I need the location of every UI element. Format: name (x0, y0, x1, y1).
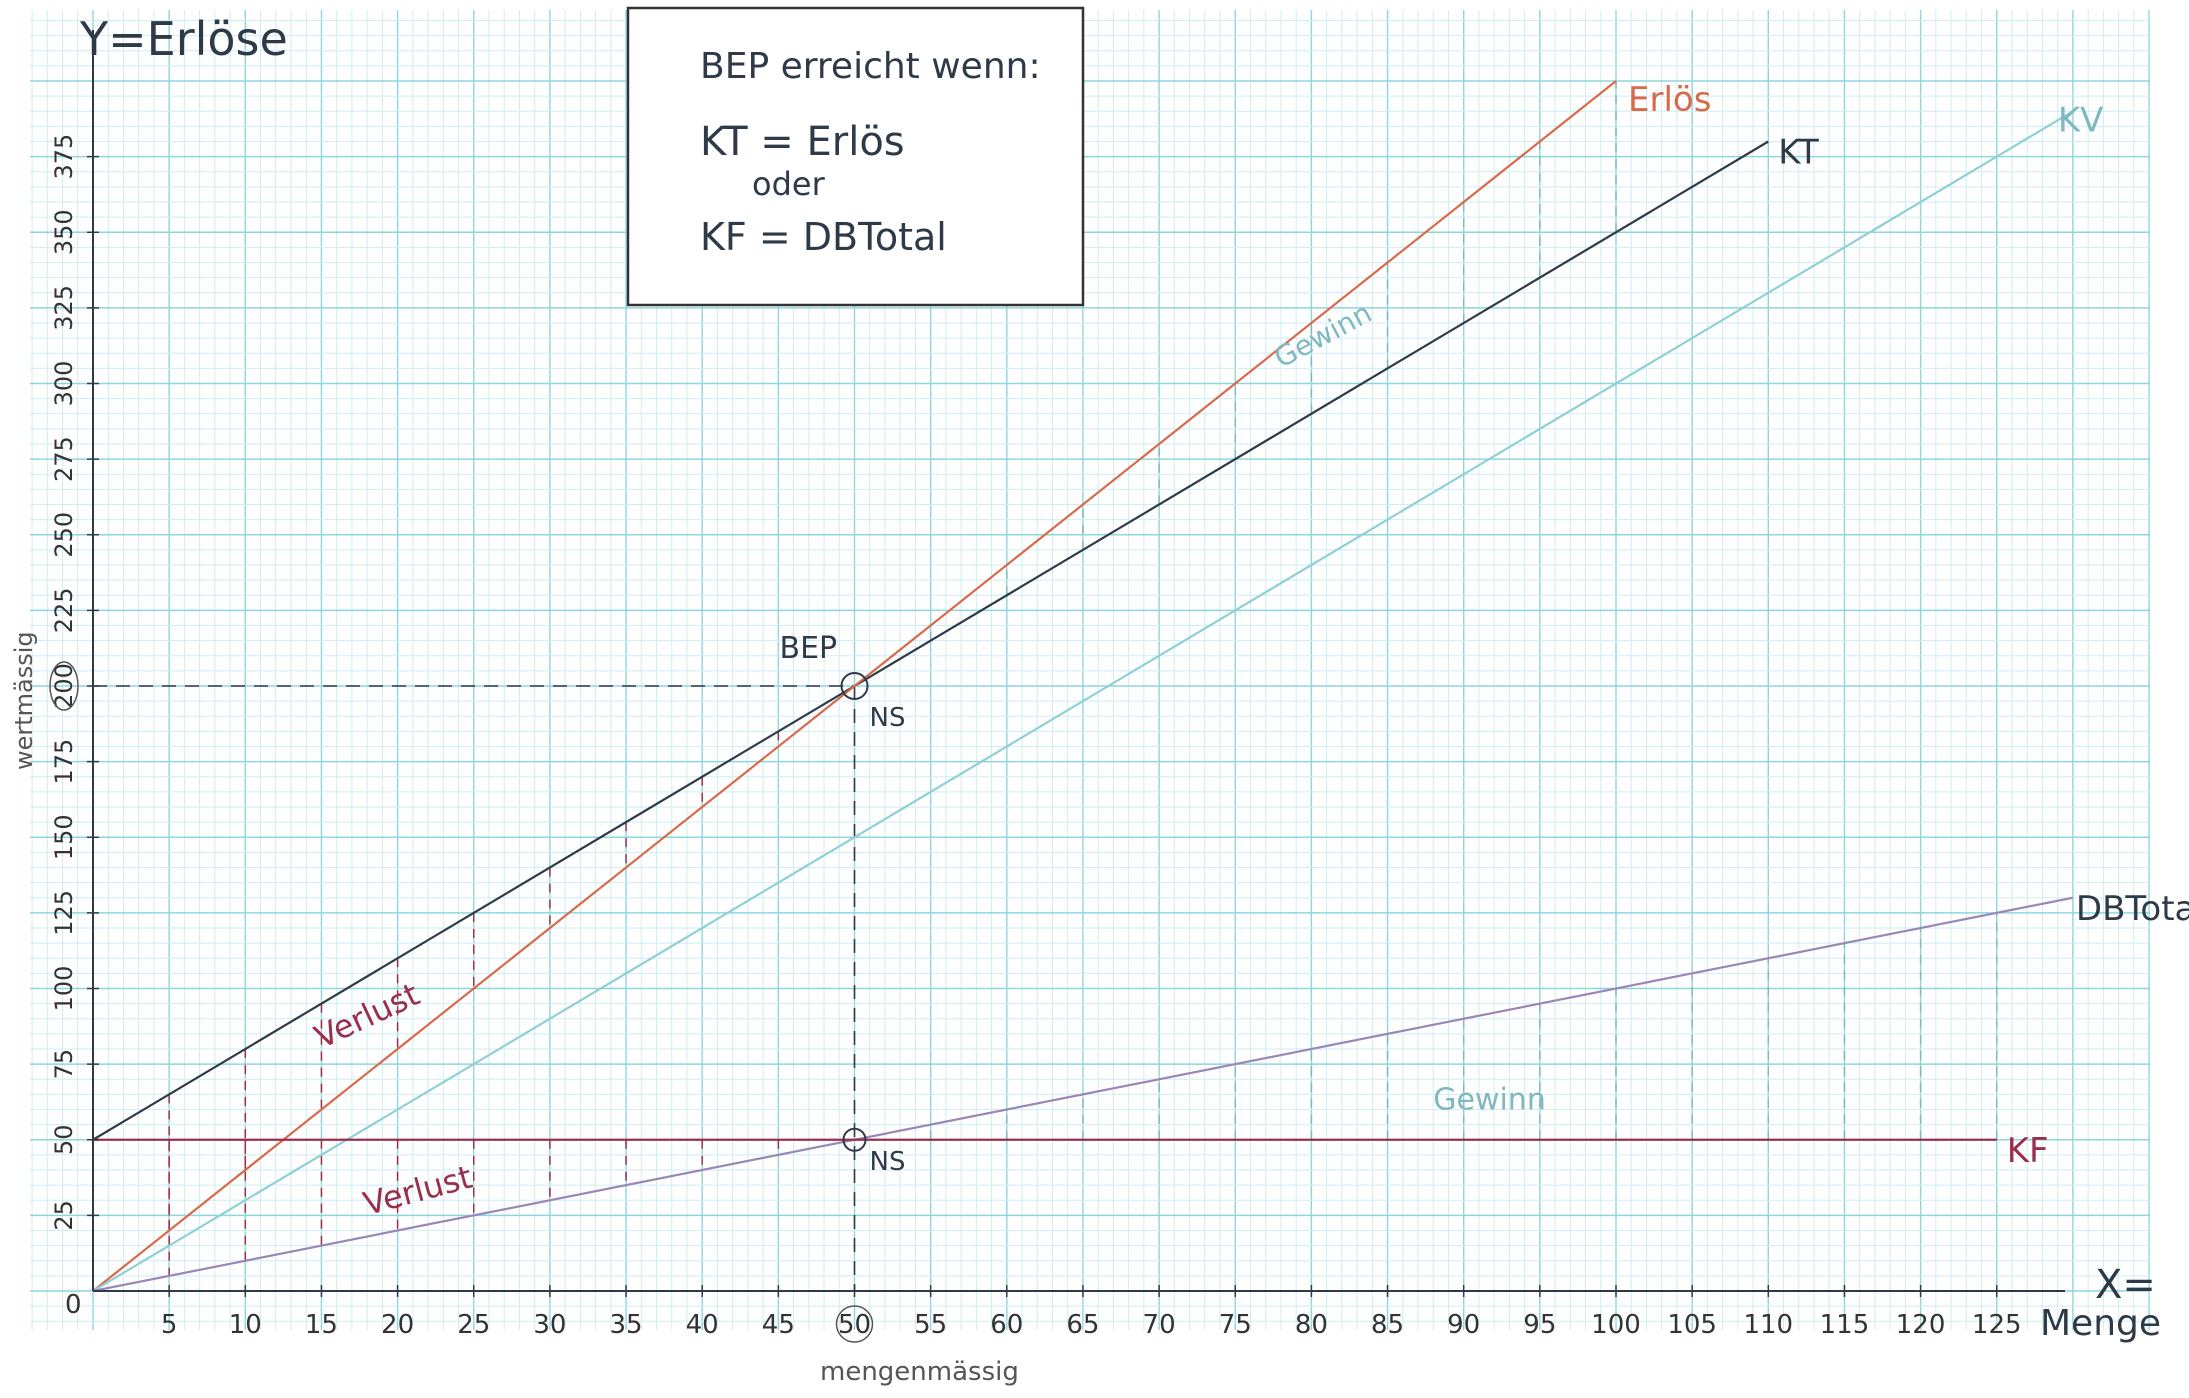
y-tick-label: 325 (50, 285, 78, 331)
y-tick-label: 175 (50, 739, 78, 785)
y-tick-label: 150 (50, 814, 78, 860)
x-tick-label: 60 (990, 1310, 1023, 1340)
db-total-line (92, 896, 2074, 1293)
kf-label: KF (2007, 1131, 2049, 1171)
x-axis-title-top: X= (2095, 1262, 2156, 1308)
x-tick-label: 65 (1066, 1310, 1099, 1340)
erloes-label: Erlös (1628, 80, 1711, 120)
y-tick-label: 275 (50, 436, 78, 482)
difference-hatch-lines (93, 81, 1998, 1291)
bep-annotation: BEP (780, 631, 838, 666)
y-tick-label: 25 (50, 1200, 78, 1231)
origin-label: 0 (65, 1290, 82, 1320)
y-tick-label: 300 (50, 361, 78, 407)
x-axis-title-bottom: Menge (2040, 1303, 2161, 1344)
x-tick-label: 5 (161, 1310, 178, 1340)
ns-circle (842, 1127, 867, 1152)
y-tick-label: 375 (50, 134, 78, 180)
info-box-line3: oder (752, 165, 826, 203)
x-tick-label: 35 (610, 1310, 643, 1340)
x-tick-label: 45 (762, 1310, 795, 1340)
x-tick-label: 55 (914, 1310, 947, 1340)
ns-annotation-bottom: NS (870, 1147, 906, 1177)
info-box: BEP erreicht wenn: KT = Erlös oder KF = … (626, 6, 1085, 307)
x-highlight-circle (835, 1305, 874, 1343)
x-tick-label: 105 (1667, 1310, 1717, 1340)
x-tick-label: 95 (1523, 1310, 1556, 1340)
x-tick-label: 80 (1295, 1310, 1328, 1340)
y-tick-label: 250 (50, 512, 78, 558)
x-tick-label: 20 (381, 1310, 414, 1340)
x-tick-label: 25 (457, 1310, 490, 1340)
y-highlight-circle (49, 661, 79, 711)
x-tick-label: 90 (1447, 1310, 1480, 1340)
x-tick-label: 120 (1896, 1310, 1946, 1340)
x-tick-label: 30 (533, 1310, 566, 1340)
x-tick-label: 115 (1820, 1310, 1870, 1340)
labels: 5 10 15 20 25 30 35 40 45 50 55 60 65 70 75 80 85 90 95 100… (49, 80, 2189, 1343)
kt-label: KT (1778, 133, 1819, 173)
info-box-line2: KT = Erlös (700, 119, 905, 165)
x-tick-label: 10 (229, 1310, 262, 1340)
kt-line (92, 140, 1769, 1141)
x-tick-label: 15 (305, 1310, 338, 1340)
ns-annotation-top: NS (870, 703, 906, 733)
x-tick-label: 75 (1219, 1310, 1252, 1340)
x-tick-label: 50 (838, 1310, 871, 1340)
info-box-line4: KF = DBTotal (700, 215, 947, 259)
grid (30, 10, 2150, 1330)
x-tick-label: 70 (1143, 1310, 1176, 1340)
series-layer (92, 80, 2074, 1293)
x-tick-label: 85 (1371, 1310, 1404, 1340)
y-side-label: wertmässig (10, 631, 38, 770)
x-tick-label: 100 (1591, 1310, 1641, 1340)
erloes-line (92, 80, 1617, 1292)
y-tick-label: 75 (50, 1049, 78, 1080)
x-tick-label: 40 (686, 1310, 719, 1340)
kv-label: KV (2058, 100, 2104, 140)
y-tick-label: 350 (50, 209, 78, 255)
x-side-label: mengenmässig (820, 1357, 1019, 1387)
axes (87, 30, 2065, 1297)
y-tick-label: 50 (50, 1124, 78, 1155)
info-box-line1: BEP erreicht wenn: (700, 46, 1041, 87)
x-tick-label: 110 (1743, 1310, 1793, 1340)
x-tick-label: 125 (1972, 1310, 2022, 1340)
gewinn-annotation-bottom: Gewinn (1433, 1083, 1546, 1118)
db-total-label: DBTotal (2076, 889, 2189, 929)
y-tick-label: 125 (50, 890, 78, 936)
bep-circle (840, 672, 869, 700)
y-tick-label: 200 (50, 663, 78, 709)
kv-line (92, 110, 2074, 1292)
y-axis-title: Y=Erlöse (79, 12, 288, 66)
y-tick-label: 100 (50, 966, 78, 1012)
y-tick-label: 225 (50, 587, 78, 633)
